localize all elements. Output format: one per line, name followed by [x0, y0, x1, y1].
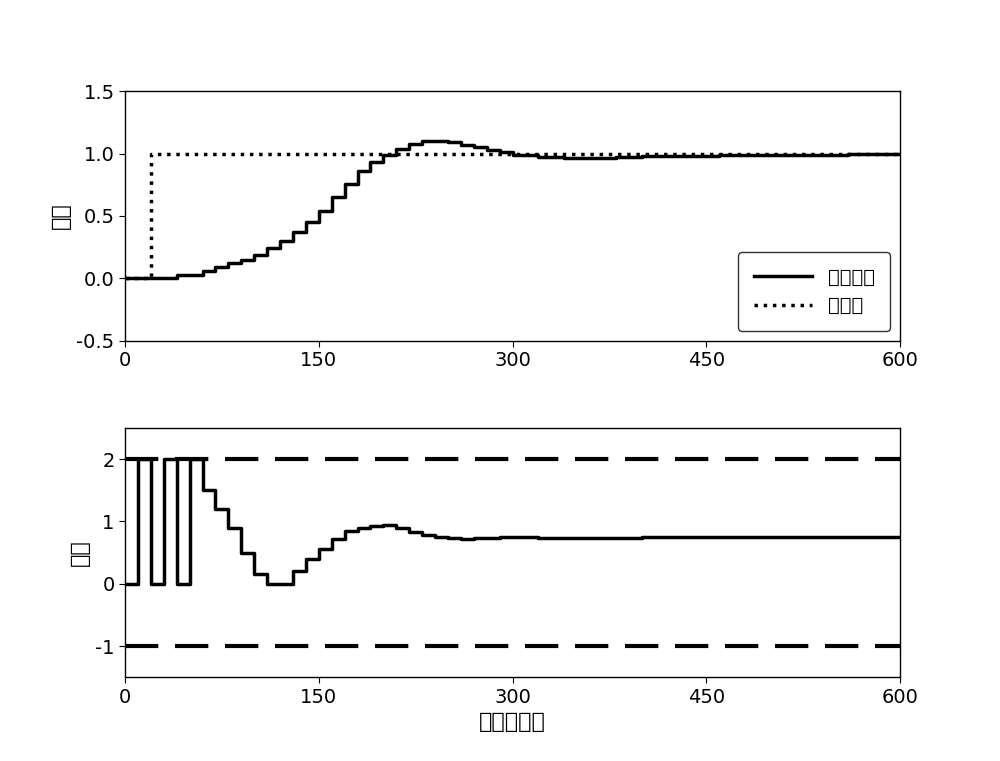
过程输出 — [364, 158, 376, 167]
过程输出 — [300, 218, 312, 227]
过程输出 — [455, 140, 467, 149]
过程输出 — [339, 179, 351, 188]
Y-axis label: 输入: 输入 — [70, 540, 90, 566]
设定点 — [145, 274, 157, 283]
过程输出 — [713, 151, 725, 160]
Y-axis label: 输出: 输出 — [51, 202, 71, 229]
Legend: 过程输出, 设定点: 过程输出, 设定点 — [738, 252, 890, 331]
过程输出 — [416, 137, 428, 146]
过程输出 — [390, 144, 402, 153]
过程输出 — [558, 154, 570, 163]
过程输出 — [506, 151, 518, 160]
过程输出 — [674, 151, 686, 161]
过程输出 — [532, 152, 544, 161]
过程输出 — [610, 153, 622, 162]
过程输出 — [158, 274, 170, 283]
过程输出 — [184, 270, 196, 279]
过程输出 — [584, 154, 596, 163]
过程输出 — [791, 150, 803, 159]
Line: 设定点: 设定点 — [125, 154, 900, 279]
过程输出 — [274, 237, 286, 246]
过程输出 — [287, 228, 299, 237]
过程输出 — [326, 193, 338, 202]
过程输出 — [261, 244, 273, 253]
过程输出 — [481, 145, 493, 154]
设定点 — [145, 149, 157, 158]
过程输出 — [313, 206, 325, 215]
过程输出 — [468, 143, 480, 152]
过程输出 — [494, 148, 506, 157]
过程输出 — [442, 138, 454, 147]
过程输出 — [429, 137, 441, 146]
过程输出 — [752, 150, 764, 159]
X-axis label: 时间（秒）: 时间（秒） — [479, 712, 546, 732]
过程输出 — [145, 274, 157, 283]
过程输出 — [222, 259, 234, 268]
过程输出 — [196, 266, 209, 275]
过程输出 — [842, 150, 854, 159]
过程输出 — [377, 151, 389, 160]
过程输出 — [248, 250, 260, 260]
设定点 — [894, 149, 906, 158]
设定点 — [119, 274, 131, 283]
过程输出 — [894, 149, 906, 158]
过程输出 — [636, 152, 648, 161]
过程输出 — [403, 139, 415, 148]
Line: 过程输出: 过程输出 — [125, 142, 900, 279]
过程输出 — [209, 263, 221, 272]
过程输出 — [235, 255, 247, 264]
过程输出 — [352, 167, 364, 176]
过程输出 — [119, 274, 131, 283]
过程输出 — [171, 270, 183, 279]
